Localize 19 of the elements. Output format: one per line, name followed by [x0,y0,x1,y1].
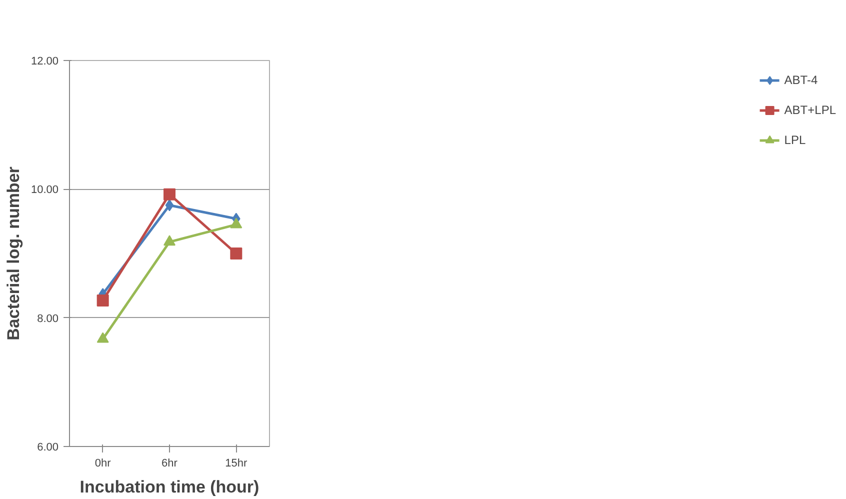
point [164,235,176,246]
x-tick-label: 0hr [94,458,112,470]
legend-label: LPL [784,133,806,147]
point [164,188,176,200]
legend-label: ABT+LPL [784,103,836,117]
point [96,332,109,343]
point [96,294,109,306]
y-tick-label: 10.00 [30,184,59,196]
point [165,199,174,212]
point [230,218,242,228]
x-tick-label: 6hr [162,458,178,470]
x-axis-title: Incubation time (hour) [80,478,260,496]
point [230,248,242,260]
legend-label: ABT-4 [784,73,818,87]
y-axis-title: Bacterial log. number [4,166,23,340]
x-tick-label: 15hr [225,458,248,470]
y-tick-label: 12.00 [30,56,59,68]
y-tick-label: 6.00 [37,442,59,454]
y-tick-label: 8.00 [37,312,59,325]
